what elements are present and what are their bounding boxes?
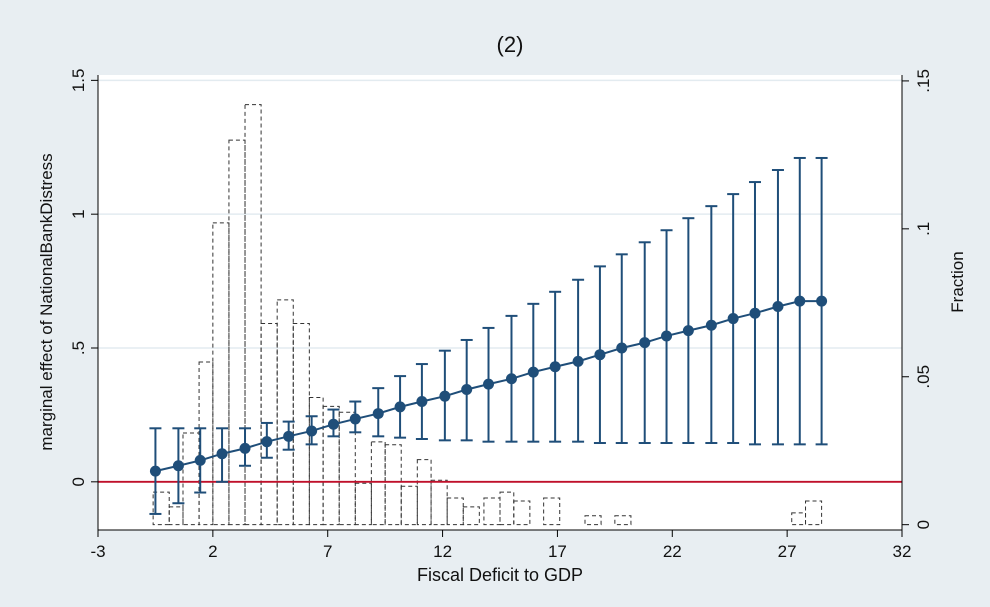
histogram-bar <box>614 515 632 526</box>
histogram-bar <box>308 396 324 526</box>
histogram-bar <box>182 432 200 526</box>
x-tick-label: 22 <box>663 542 682 561</box>
estimate-point <box>172 460 184 472</box>
estimate-point <box>727 313 739 325</box>
histogram-bar <box>354 482 372 526</box>
histogram-bar <box>543 497 561 526</box>
estimate-point <box>216 448 228 460</box>
chart-title: (2) <box>497 32 524 57</box>
histogram-bar <box>338 411 356 526</box>
histogram-bar <box>400 485 418 526</box>
x-tick-label: -3 <box>90 542 105 561</box>
histogram-bar <box>805 500 823 526</box>
estimate-point <box>372 408 384 420</box>
x-tick-label: 2 <box>208 542 217 561</box>
histogram-bar <box>168 506 184 526</box>
estimate-point <box>194 454 206 466</box>
y-axis-label: marginal effect of NationalBankDistress <box>37 153 56 450</box>
estimate-point <box>816 295 828 307</box>
x-axis-label: Fiscal Deficit to GDP <box>417 565 583 585</box>
histogram-bar <box>152 491 170 526</box>
estimate-point <box>705 319 717 331</box>
histogram-bar <box>513 500 531 526</box>
estimate-point <box>416 396 428 408</box>
x-tick-label: 32 <box>893 542 912 561</box>
y2-axis-label: Fraction <box>948 251 967 312</box>
histogram <box>152 104 823 526</box>
estimate-point <box>327 418 339 430</box>
histogram-bar <box>462 506 480 526</box>
histogram-bar <box>212 222 230 526</box>
estimate-point <box>772 301 784 313</box>
estimate-point <box>616 342 628 354</box>
x-tick-label: 7 <box>323 542 332 561</box>
estimate-points <box>149 295 828 477</box>
estimate-point <box>349 413 361 425</box>
estimate-point <box>572 355 584 367</box>
estimate-point <box>283 430 295 442</box>
histogram-bar <box>384 444 402 526</box>
estimate-point <box>682 325 694 337</box>
y2-tick-label: 0 <box>914 520 933 529</box>
estimate-point <box>306 425 318 437</box>
x-tick-label: 12 <box>433 542 452 561</box>
estimate-point <box>461 383 473 395</box>
estimate-point <box>439 390 451 402</box>
histogram-bar <box>416 459 432 526</box>
estimate-point <box>594 349 606 361</box>
y2-tick-label: .05 <box>914 365 933 389</box>
estimate-point <box>394 401 406 413</box>
histogram-bar <box>244 104 262 526</box>
estimate-point <box>794 295 806 307</box>
plot-area <box>98 75 902 530</box>
estimate-point <box>749 307 761 319</box>
estimate-point <box>527 366 539 378</box>
y-tick-label: 1 <box>69 209 88 218</box>
histogram-bar <box>228 139 246 526</box>
estimate-point <box>661 330 673 342</box>
x-tick-label: 17 <box>548 542 567 561</box>
estimate-point <box>261 436 273 448</box>
estimate-point <box>639 337 651 349</box>
axes: -3 2 7 12 17 22 27 320.511.50.05.1.15 <box>69 69 933 561</box>
histogram-bar <box>260 323 278 526</box>
histogram-bar <box>322 405 340 526</box>
estimate-point <box>505 373 517 385</box>
y-tick-label: 1.5 <box>69 69 88 93</box>
estimate-point <box>549 361 561 373</box>
x-tick-label: 27 <box>778 542 797 561</box>
estimate-point <box>149 465 161 477</box>
estimate-point <box>239 442 251 454</box>
histogram-bar <box>791 512 807 526</box>
y2-tick-label: .15 <box>914 69 933 93</box>
histogram-bar <box>584 515 602 526</box>
histogram-bar <box>198 361 214 526</box>
histogram-bar <box>292 323 310 526</box>
y2-tick-label: .1 <box>914 222 933 236</box>
y-tick-label: .5 <box>69 341 88 355</box>
estimate-point <box>483 378 495 390</box>
y-tick-label: 0 <box>69 477 88 486</box>
